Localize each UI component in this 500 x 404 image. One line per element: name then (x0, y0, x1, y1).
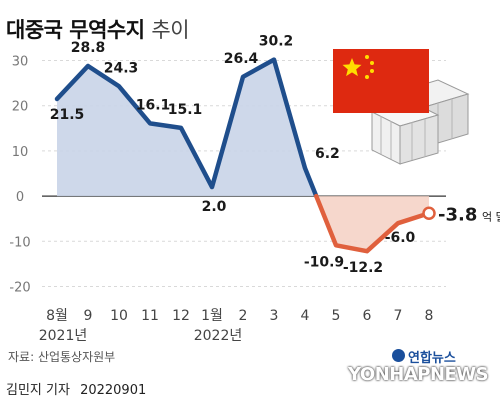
data-source: 자료: 산업통상자원부 (8, 350, 116, 364)
china-flag-icon (333, 49, 429, 113)
chart-title-suffix: 추이 (151, 18, 190, 42)
data-label: -10.9 (304, 254, 344, 270)
data-label: 15.1 (168, 102, 203, 118)
data-label: 21.5 (50, 107, 85, 123)
data-label: -3.8 (438, 204, 477, 225)
year-label: 2022년 (194, 328, 243, 344)
x-tick-label: 12 (172, 308, 190, 324)
y-tick-label: -10 (9, 235, 30, 250)
x-tick-label: 4 (301, 308, 310, 324)
negative-series-line (313, 193, 432, 254)
x-tick-label: 10 (110, 308, 128, 324)
data-label: 28.8 (71, 40, 106, 56)
data-label: 16.1 (136, 97, 171, 113)
yonhap-logo-icon (392, 349, 405, 362)
end-point-marker (422, 206, 436, 221)
x-tick-label: 11 (141, 308, 159, 324)
credit-line: 김민지 기자 20220901 (6, 379, 146, 398)
y-tick-label: 20 (12, 100, 29, 115)
line-layer (54, 57, 436, 254)
y-tick-label: -20 (9, 280, 30, 295)
data-label: 2.0 (202, 199, 227, 215)
publish-date: 20220901 (80, 383, 147, 398)
positive-series-line (54, 57, 319, 199)
chart-title-main: 대중국 무역수지 (6, 18, 145, 42)
x-tick-label: 9 (84, 308, 93, 324)
x-tick-label: 8월 (46, 308, 68, 324)
data-label: 6.2 (315, 146, 340, 162)
data-label: 30.2 (259, 34, 294, 50)
area-layer (57, 59, 429, 252)
data-label: 26.4 (224, 51, 259, 67)
agency-name-kr: 연합뉴스 (408, 351, 456, 366)
data-label: 24.3 (104, 60, 139, 76)
axis-layer: 30 20 10 0 -10 -20 8월 9 10 11 12 1월 2 3 4 5 6 7 8 2021년 2022… (9, 55, 433, 344)
x-tick-label: 1월 (201, 308, 223, 324)
illustration (333, 49, 470, 165)
x-tick-label: 5 (332, 308, 341, 324)
x-tick-label: 2 (239, 308, 248, 324)
data-label: -12.2 (343, 260, 383, 276)
label-layer: 21.528.824.316.115.12.026.430.26.2-10.9-… (50, 34, 500, 277)
y-tick-label: 0 (16, 190, 24, 205)
unit-label: 억 달러 (482, 210, 500, 223)
negative-area (316, 196, 429, 252)
x-tick-label: 3 (270, 308, 279, 324)
agency-name-en: YONHAPNEWS (348, 364, 489, 385)
year-label: 2021년 (39, 328, 88, 344)
x-tick-label: 7 (394, 308, 403, 324)
chart-title: 대중국 무역수지 추이 (6, 14, 190, 44)
x-tick-label: 6 (363, 308, 372, 324)
y-tick-label: 30 (12, 55, 29, 70)
data-label: -6.0 (385, 230, 416, 246)
positive-area (57, 59, 317, 197)
x-tick-label: 8 (425, 308, 434, 324)
author: 김민지 기자 (6, 383, 70, 398)
y-tick-label: 10 (12, 145, 29, 160)
